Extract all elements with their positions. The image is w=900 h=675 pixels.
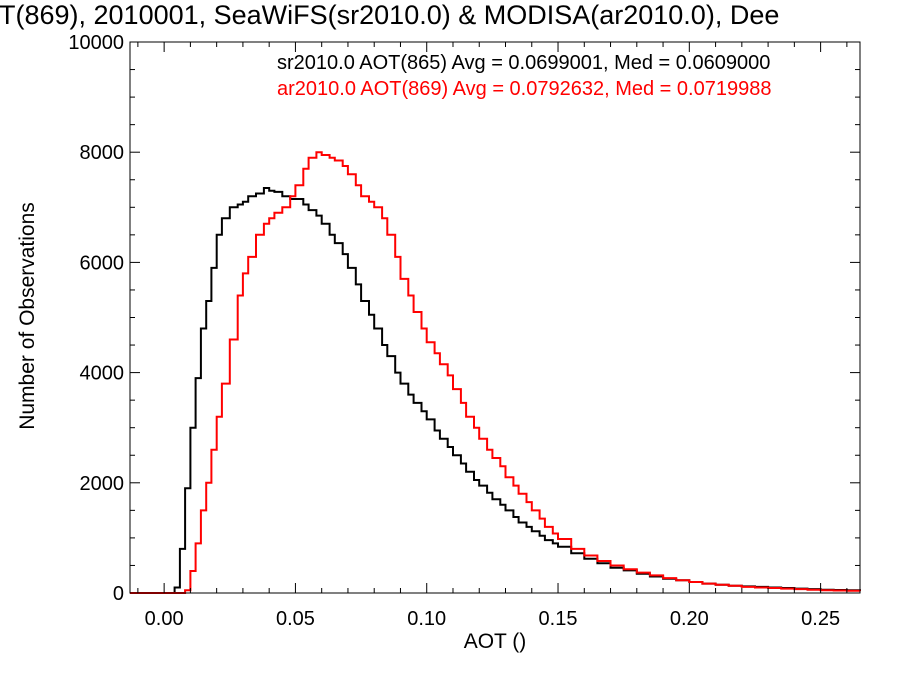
y-tick-label: 2000 bbox=[80, 473, 125, 495]
series-0-line bbox=[130, 187, 861, 594]
y-tick-label: 10000 bbox=[68, 32, 124, 54]
y-tick-label: 8000 bbox=[80, 142, 125, 164]
x-axis-label: AOT () bbox=[463, 630, 527, 653]
annotation-ar2010: ar2010.0 AOT(869) Avg = 0.0792632, Med =… bbox=[277, 78, 772, 100]
y-tick-label: 0 bbox=[113, 583, 124, 605]
chart-title: OT(869), 2010001, SeaWiFS(sr2010.0) & MO… bbox=[0, 0, 780, 30]
y-tick-label: 4000 bbox=[80, 363, 125, 385]
x-tick-label: 0.15 bbox=[539, 608, 578, 630]
x-tick-label: 0.00 bbox=[145, 608, 184, 630]
x-tick-label: 0.10 bbox=[407, 608, 446, 630]
annotation-sr2010: sr2010.0 AOT(865) Avg = 0.0699001, Med =… bbox=[277, 52, 771, 74]
plot-frame bbox=[129, 41, 861, 594]
y-tick-label: 6000 bbox=[80, 252, 125, 274]
series-1-line bbox=[130, 151, 861, 594]
x-tick-label: 0.20 bbox=[670, 608, 709, 630]
x-tick-label: 0.25 bbox=[801, 608, 840, 630]
x-tick-label: 0.05 bbox=[276, 608, 315, 630]
